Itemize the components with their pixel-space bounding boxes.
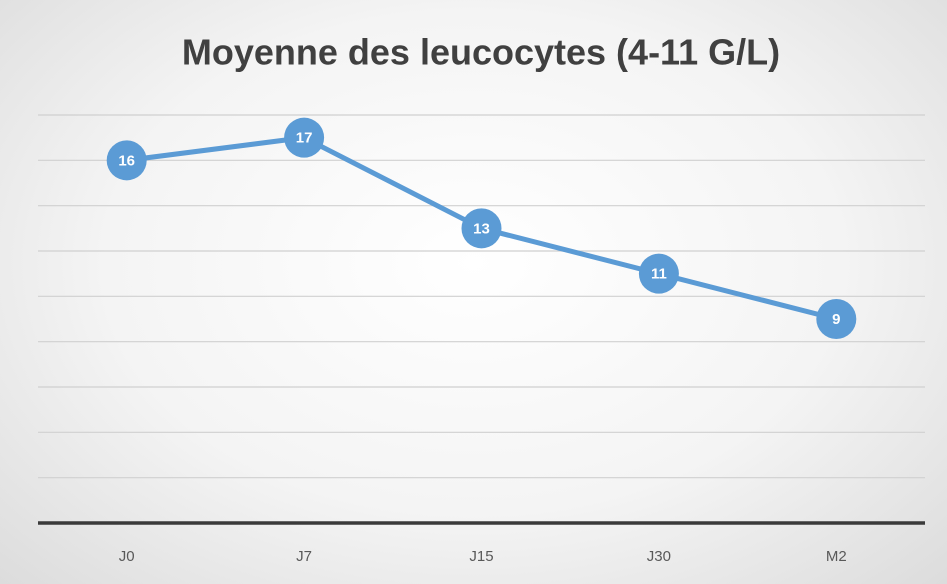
x-tick-label: J7 (296, 548, 312, 565)
data-point (461, 208, 502, 249)
data-label: 11 (651, 266, 667, 283)
data-label: 16 (118, 152, 135, 169)
chart-title: Moyenne des leucocytes (4-11 G/L) (182, 32, 780, 73)
x-tick-label: M2 (826, 548, 847, 565)
data-label: 9 (832, 311, 840, 328)
data-point (816, 299, 857, 339)
x-tick-label: J15 (469, 548, 493, 565)
x-tick-label: J30 (647, 548, 671, 565)
data-point (106, 140, 147, 181)
data-label: 17 (296, 130, 313, 147)
x-tick-label: J0 (119, 548, 135, 565)
data-point (284, 117, 325, 158)
data-point (638, 253, 679, 294)
data-label: 13 (473, 220, 490, 237)
